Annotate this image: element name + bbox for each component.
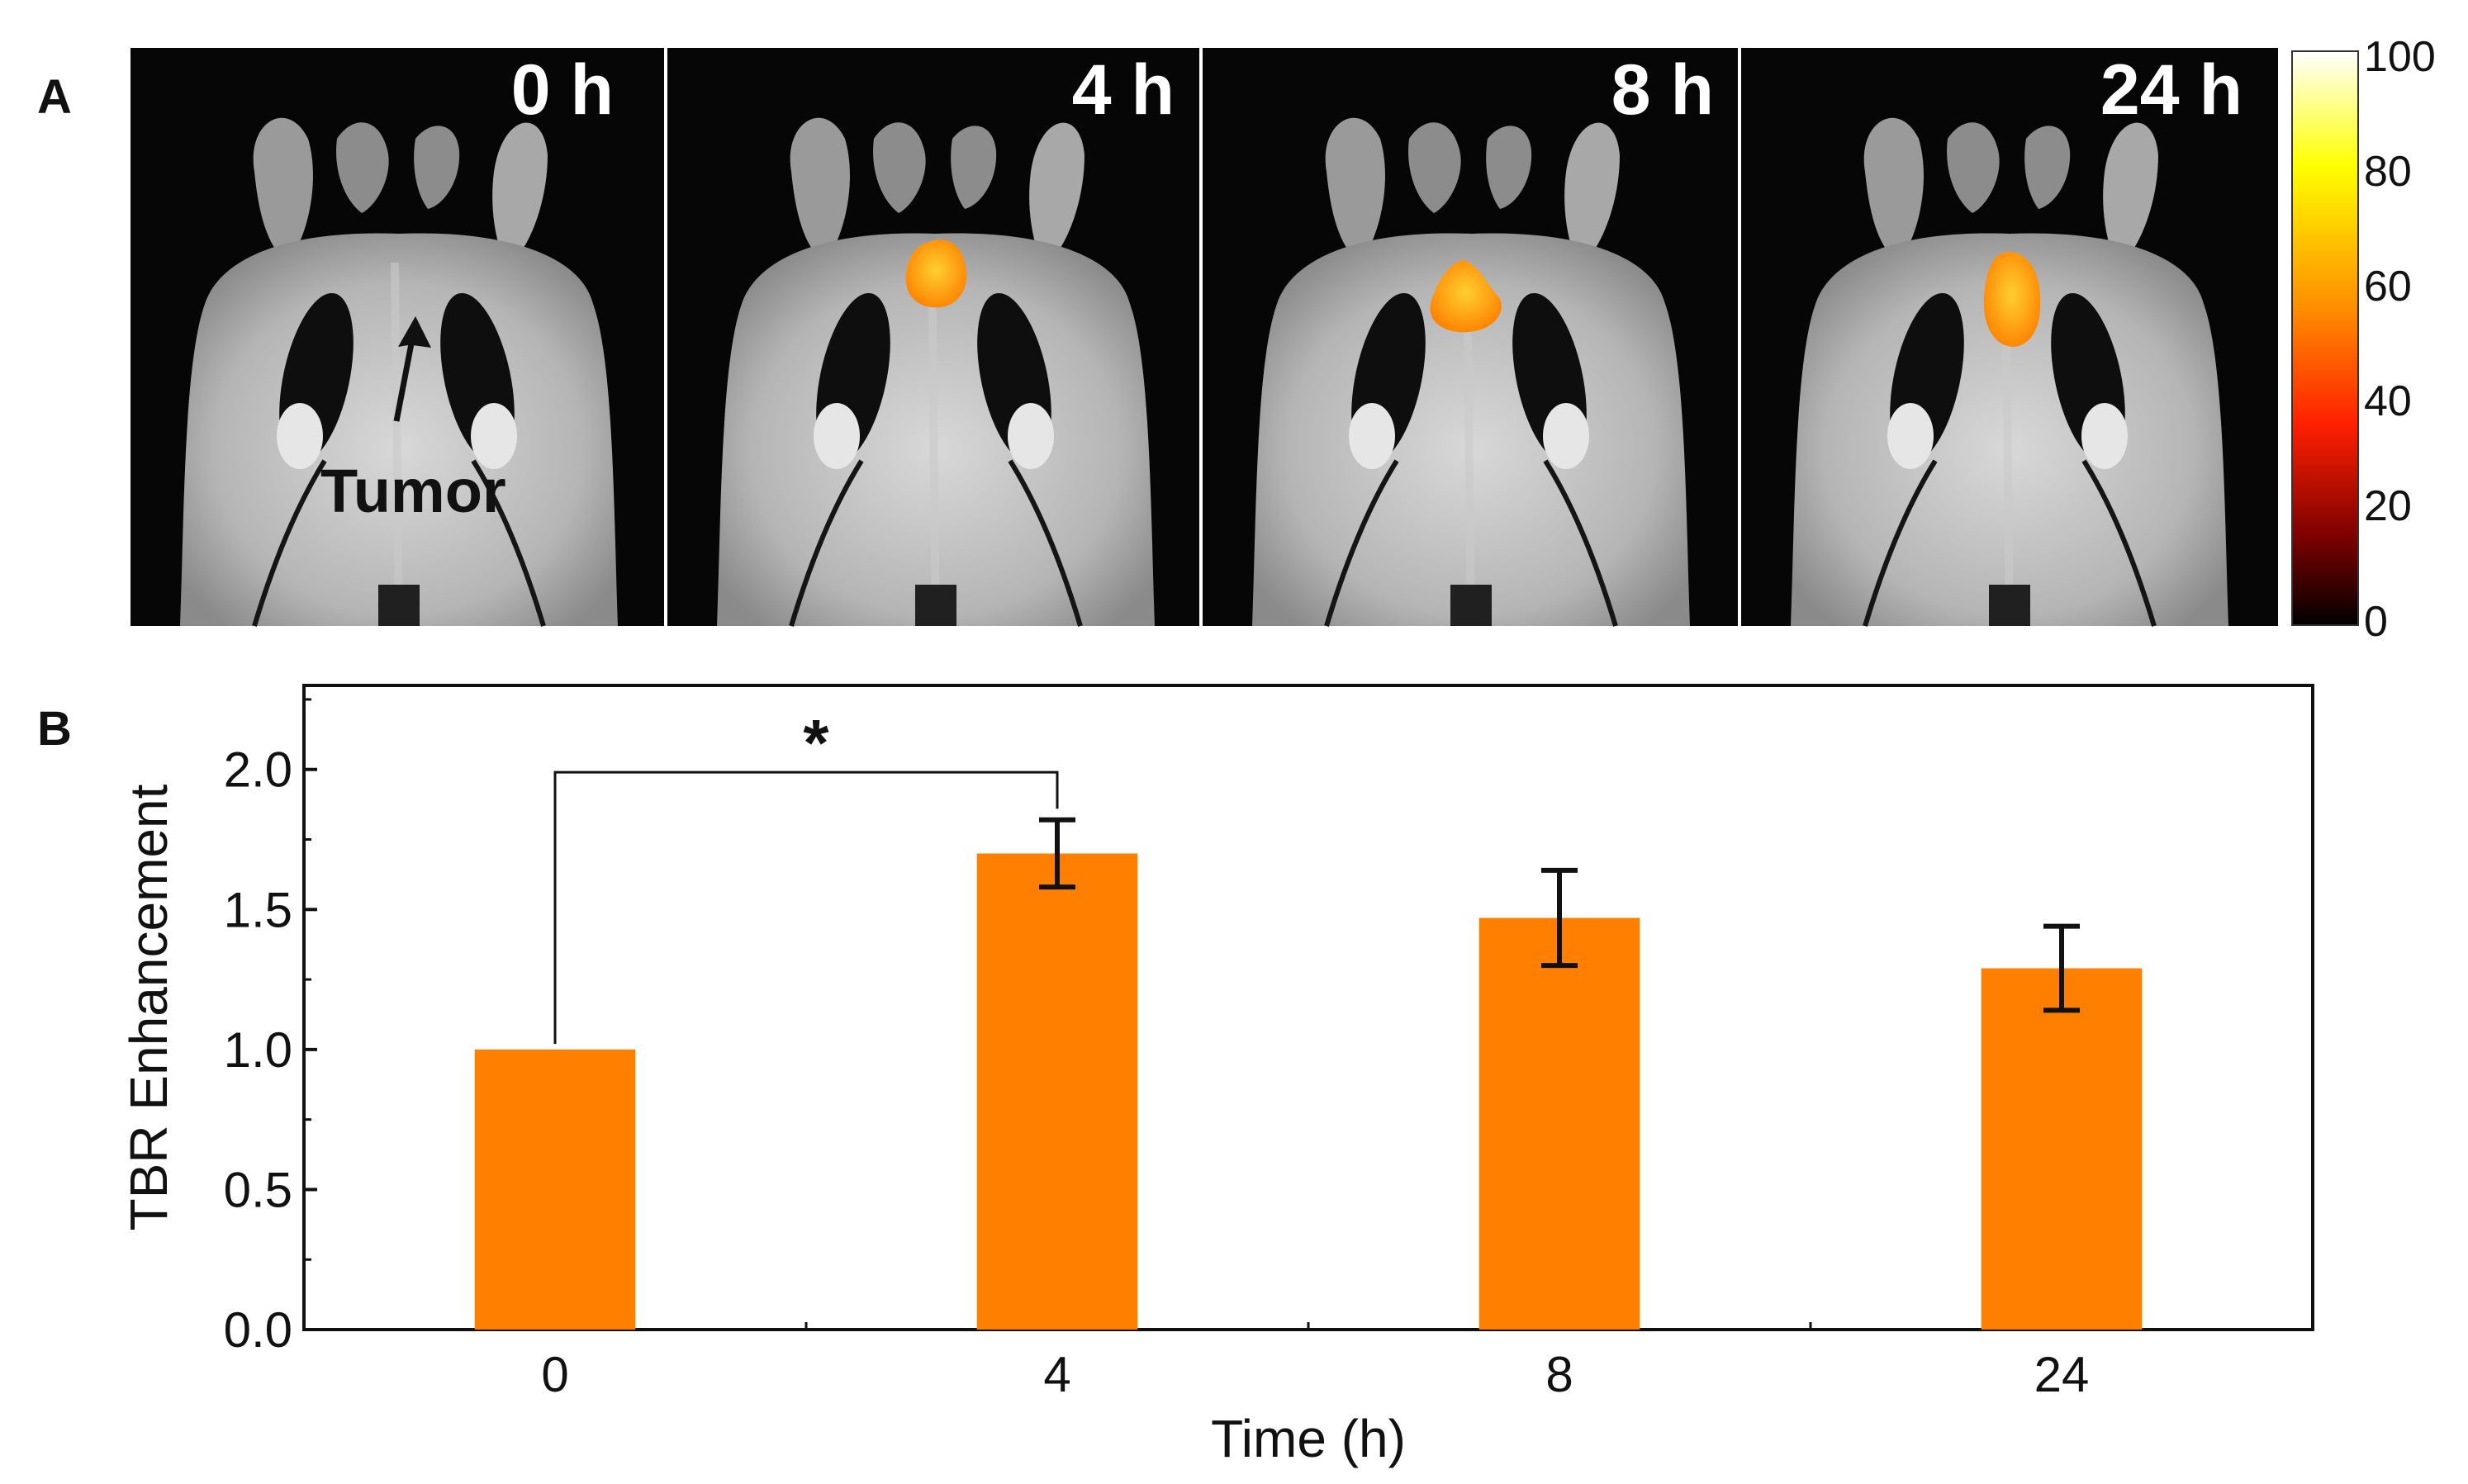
timepoint-label-4h: 4 h bbox=[1072, 50, 1175, 130]
colorbar-tick: 0 bbox=[2364, 598, 2388, 646]
x-tick-label: 24 bbox=[2034, 1347, 2090, 1402]
colorbar-tick: 40 bbox=[2364, 377, 2412, 425]
y-tick-label: 1.0 bbox=[224, 1022, 292, 1078]
y-axis-title: TBR Enhancement bbox=[119, 784, 178, 1230]
bar-8 bbox=[1478, 917, 1640, 1330]
tumor-annotation: Tumor bbox=[320, 457, 506, 525]
x-tick-label: 8 bbox=[1545, 1347, 1573, 1402]
tumor-signal-24h bbox=[1983, 252, 2041, 347]
panel-a-label: A bbox=[37, 70, 72, 124]
timepoint-label-24h: 24 h bbox=[2100, 50, 2243, 130]
bar-4 bbox=[976, 853, 1138, 1330]
x-tick-label: 4 bbox=[1043, 1347, 1070, 1402]
significance-bracket bbox=[553, 770, 1059, 1045]
colorbar-tick: 80 bbox=[2364, 148, 2412, 196]
tumor-signal-8h bbox=[1430, 260, 1502, 333]
colorbar-tick: 60 bbox=[2364, 263, 2412, 311]
bar-chart: 0.00.51.01.52.0 0 4 8 24 * TBR Enhancement … bbox=[119, 684, 2314, 1468]
colorbar bbox=[2291, 50, 2359, 626]
x-axis-title: Time (h) bbox=[1211, 1409, 1406, 1468]
panel-b-label: B bbox=[37, 702, 72, 756]
y-tick-label: 1.5 bbox=[224, 882, 292, 937]
mri-panel-4h bbox=[667, 48, 1204, 626]
colorbar-tick: 20 bbox=[2364, 482, 2412, 530]
y-tick-label: 0.5 bbox=[224, 1162, 292, 1217]
x-tick-label: 0 bbox=[541, 1347, 568, 1402]
significance-star: * bbox=[803, 706, 829, 780]
mri-panel-8h bbox=[1203, 48, 1739, 626]
bar-0 bbox=[474, 1049, 636, 1330]
tumor-signal-4h bbox=[905, 239, 967, 308]
bar-24 bbox=[1981, 968, 2143, 1330]
mri-panel-0h bbox=[131, 48, 667, 626]
y-tick-label: 2.0 bbox=[224, 742, 292, 798]
tumor-arrow-icon bbox=[393, 316, 431, 422]
timepoint-label-8h: 8 h bbox=[1611, 50, 1714, 130]
timepoint-label-0h: 0 h bbox=[511, 50, 614, 130]
y-tick-label: 0.0 bbox=[224, 1302, 292, 1358]
colorbar-tick: 100 bbox=[2364, 33, 2436, 81]
